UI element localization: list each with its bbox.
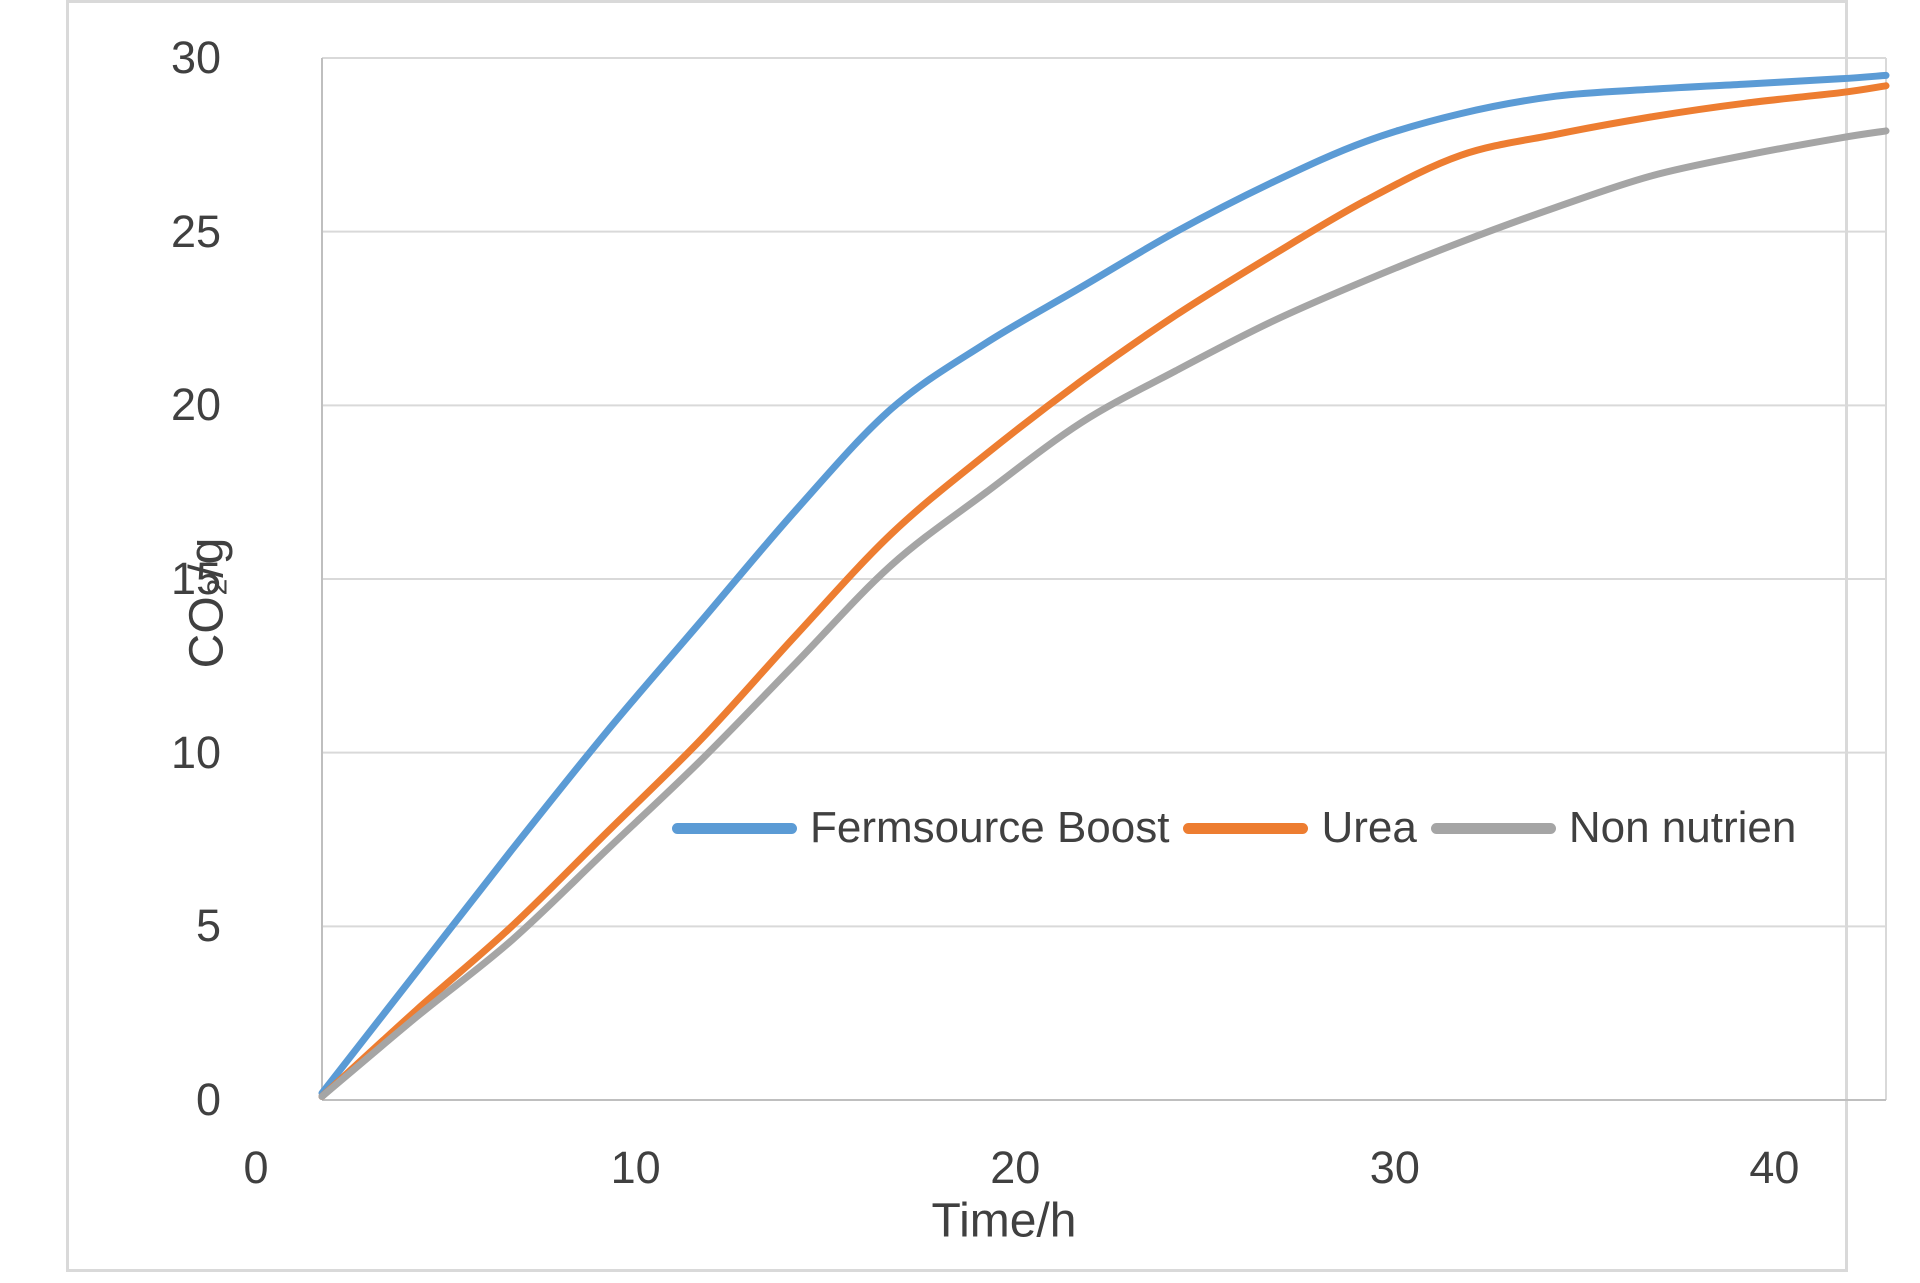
legend-swatch-icon xyxy=(672,822,797,834)
x-axis-title: Time/h xyxy=(931,1194,1077,1248)
y-tick-label: 30 xyxy=(170,32,221,83)
y-tick-label: 20 xyxy=(170,379,221,431)
legend-label: Fermsource Boost xyxy=(810,803,1170,852)
legend-item-fermsource-boost: Fermsource Boost xyxy=(672,804,1169,852)
y-tick-label: 5 xyxy=(195,900,221,952)
y-axis-title: CO₂/g xyxy=(180,537,234,669)
legend-item-urea: Urea xyxy=(1183,803,1417,852)
legend-swatch-icon xyxy=(1183,822,1309,834)
legend-swatch-icon xyxy=(1430,822,1556,834)
series-line-non-nutrien xyxy=(318,127,1890,1100)
x-tick-label: 0 xyxy=(243,1142,269,1193)
legend-label: Urea xyxy=(1321,803,1417,852)
chart-legend: Fermsource Boost Urea Non nutrien xyxy=(672,804,1810,852)
x-tick-label: 40 xyxy=(1749,1142,1800,1193)
y-tick-label: 25 xyxy=(170,205,221,257)
line-chart xyxy=(318,57,1890,1101)
legend-item-non-nutrien: Non nutrien xyxy=(1430,803,1797,852)
y-tick-label: 15 xyxy=(170,553,221,604)
y-tick-label: 10 xyxy=(170,726,221,778)
x-tick-label: 20 xyxy=(990,1142,1041,1193)
series-line-fermsource-boost xyxy=(318,71,1890,1097)
y-tick-label: 0 xyxy=(195,1074,221,1125)
chart-figure: 0 5 10 15 20 25 30 0 10 20 30 40 CO₂/g Time/h Ferm… xyxy=(66,0,1890,1272)
x-tick-label: 10 xyxy=(610,1142,661,1193)
series-line-urea xyxy=(318,82,1890,1100)
x-tick-label: 30 xyxy=(1369,1142,1420,1193)
legend-label: Non nutrien xyxy=(1568,803,1797,852)
